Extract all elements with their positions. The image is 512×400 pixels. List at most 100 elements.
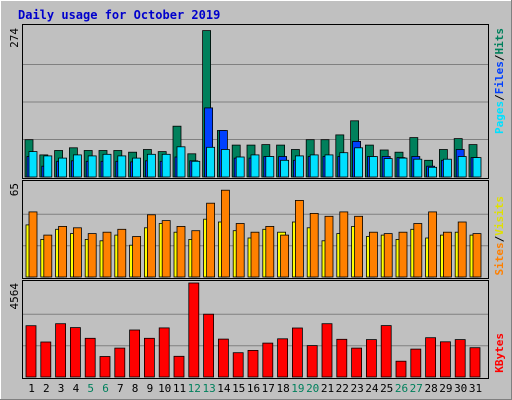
sites-bar [294, 199, 304, 278]
day-label: 27 [410, 382, 423, 395]
legend-pages: Pages [493, 101, 506, 134]
day-label: 26 [395, 382, 408, 395]
day-label: 12 [188, 382, 201, 395]
day-label: 21 [321, 382, 334, 395]
kbytes-bar [232, 352, 244, 378]
kbytes-bar [70, 327, 81, 378]
visits-panel-frame [22, 180, 489, 279]
sites-bar [73, 227, 82, 278]
sites-bar [28, 211, 38, 278]
pages-bar [87, 155, 97, 178]
pages-bar [472, 157, 482, 178]
pages-bar [324, 154, 334, 178]
bar-marks [24, 30, 482, 378]
day-label: 19 [291, 382, 304, 395]
pages-bar [146, 153, 156, 178]
sites-bar [398, 231, 408, 278]
pages-bar [398, 157, 408, 178]
day-label: 4 [73, 382, 80, 395]
sites-bar [413, 223, 423, 278]
hits-panel-legend: Pages/Files/Hits [493, 28, 506, 134]
sites-bar [87, 233, 97, 278]
kbytes-bar [203, 313, 215, 378]
day-label: 2 [43, 382, 50, 395]
kbytes-ymax-label: 4564 [8, 283, 21, 310]
chart-title: Daily usage for October 2019 [18, 8, 220, 22]
sites-bar [442, 231, 452, 278]
sites-bar [280, 234, 290, 278]
kbytes-bar [188, 282, 200, 378]
pages-bar [339, 152, 349, 178]
kbytes-bar [336, 338, 348, 378]
sites-bar [265, 225, 275, 278]
day-label: 20 [306, 382, 319, 395]
day-label: 15 [232, 382, 245, 395]
day-label: 6 [102, 382, 109, 395]
legend-sites: Sites [493, 242, 506, 275]
day-label: 17 [262, 382, 275, 395]
pages-bar [265, 156, 275, 178]
pages-bar [280, 159, 290, 178]
sites-bar [132, 236, 142, 278]
sites-bar [117, 228, 127, 278]
pages-bar [132, 157, 142, 178]
day-label: 22 [336, 382, 349, 395]
day-label: 5 [87, 382, 94, 395]
day-label: 14 [217, 382, 231, 395]
kbytes-bar [469, 347, 481, 378]
day-label: 23 [350, 382, 363, 395]
sites-bar [191, 230, 201, 278]
kbytes-bar [306, 345, 318, 378]
kbytes-bar [262, 342, 274, 378]
kbytes-bar [351, 347, 363, 378]
visits-ymax-label: 65 [8, 183, 21, 196]
pages-bar [383, 158, 393, 178]
day-label: 9 [147, 382, 154, 395]
sites-bar [428, 211, 438, 278]
sites-bar [206, 202, 216, 278]
sites-bar [176, 225, 186, 278]
pages-bar [176, 146, 186, 178]
day-label: 29 [439, 382, 452, 395]
kbytes-bar [25, 325, 37, 378]
legend-files: Files [493, 61, 506, 94]
kbytes-bar [247, 349, 259, 378]
pages-bar [117, 155, 127, 178]
sites-bar [58, 225, 67, 278]
sites-bar [354, 215, 364, 278]
kbytes-bar [425, 337, 437, 378]
day-label: 8 [132, 382, 139, 395]
sites-bar [368, 231, 378, 278]
pages-bar [368, 156, 378, 178]
pages-bar [442, 158, 452, 178]
day-label: 30 [454, 382, 467, 395]
kbytes-bar [410, 348, 422, 378]
pages-bar [354, 147, 364, 178]
day-label: 1 [28, 382, 35, 395]
pages-bar [58, 157, 67, 178]
pages-bar [220, 149, 230, 178]
day-label: 7 [117, 382, 124, 395]
kbytes-bar [439, 341, 451, 378]
sites-bar [102, 231, 112, 278]
pages-bar [191, 160, 201, 178]
sites-bar [220, 189, 230, 278]
pages-bar [102, 153, 112, 178]
kbytes-bar [291, 327, 303, 378]
sites-bar [339, 211, 349, 278]
hits-ymax-label: 274 [8, 28, 21, 48]
kbytes-bar [395, 360, 407, 378]
kbytes-bar [99, 356, 111, 378]
kbytes-bar [321, 323, 333, 378]
sites-bar [250, 231, 260, 278]
legend-separator: / [493, 54, 506, 61]
pages-bar [161, 153, 171, 178]
pages-bar [73, 154, 82, 178]
kbytes-bar [454, 339, 466, 378]
day-label: 28 [424, 382, 437, 395]
pages-bar [309, 154, 319, 178]
kbytes-bar [55, 323, 66, 378]
legend-visits: Visits [493, 196, 506, 236]
